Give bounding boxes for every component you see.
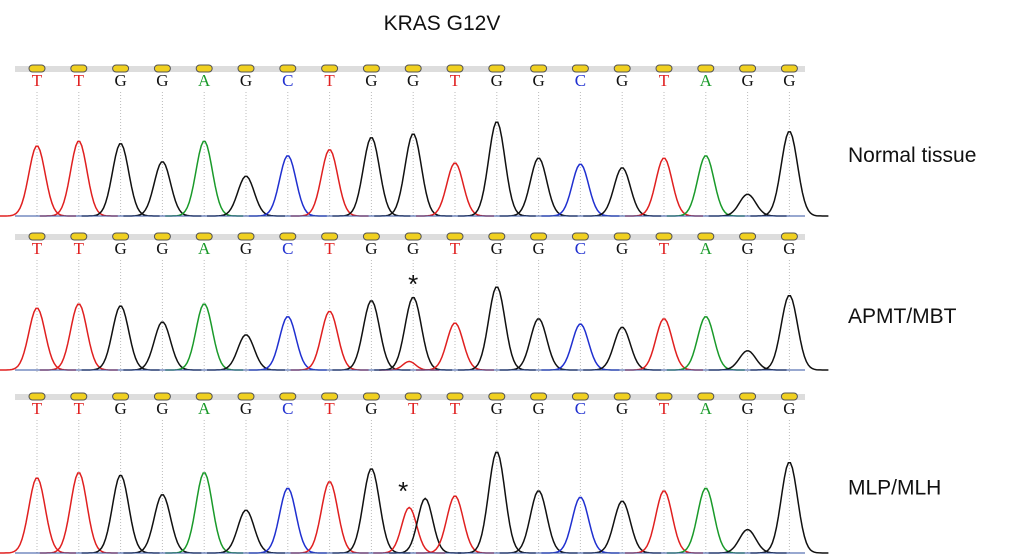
base-letter: T — [408, 399, 419, 418]
base-letter: G — [616, 399, 628, 418]
base-letter: G — [114, 399, 126, 418]
base-letter: G — [783, 71, 795, 90]
base-letter: T — [324, 71, 335, 90]
base-letter: C — [575, 71, 586, 90]
base-letter: A — [700, 71, 713, 90]
base-letter: G — [741, 399, 753, 418]
peak — [583, 501, 661, 553]
base-letter: T — [324, 399, 335, 418]
base-letter: G — [407, 71, 419, 90]
base-letter: T — [659, 239, 670, 258]
base-letter: T — [450, 239, 461, 258]
base-letter: T — [450, 399, 461, 418]
base-letter: T — [32, 71, 43, 90]
base-letter: G — [156, 399, 168, 418]
peak — [583, 328, 661, 371]
base-letter: G — [156, 239, 168, 258]
base-letter: G — [365, 239, 377, 258]
base-letter: C — [575, 399, 586, 418]
peak — [541, 164, 619, 216]
base-letter: T — [659, 399, 670, 418]
base-letter: T — [74, 399, 85, 418]
base-letter: C — [282, 71, 293, 90]
base-letter: C — [282, 239, 293, 258]
base-letter: C — [575, 239, 586, 258]
base-letter: A — [700, 399, 713, 418]
peak — [0, 308, 76, 370]
base-letter: A — [198, 399, 211, 418]
base-letter: G — [491, 71, 503, 90]
base-letter: G — [616, 239, 628, 258]
base-letter: T — [450, 71, 461, 90]
base-letter: G — [114, 71, 126, 90]
base-letter: A — [700, 239, 713, 258]
base-letter: C — [282, 399, 293, 418]
base-letter: G — [156, 71, 168, 90]
base-letter: G — [616, 71, 628, 90]
base-letter: G — [532, 71, 544, 90]
base-letter: G — [532, 239, 544, 258]
panel-label: Normal tissue — [848, 144, 976, 167]
base-letter: G — [365, 71, 377, 90]
asterisk: * — [408, 269, 418, 299]
base-letter: G — [491, 239, 503, 258]
base-letter: G — [365, 399, 377, 418]
base-letter: G — [114, 239, 126, 258]
base-letter: T — [659, 71, 670, 90]
base-letter: G — [783, 399, 795, 418]
base-letter: G — [783, 239, 795, 258]
base-letter: G — [741, 71, 753, 90]
base-letter: G — [532, 399, 544, 418]
panel-label: APMT/MBT — [848, 305, 957, 328]
base-letter: A — [198, 71, 211, 90]
peak — [416, 163, 494, 216]
base-letter: T — [32, 399, 43, 418]
asterisk: * — [398, 476, 408, 506]
base-letter: G — [491, 399, 503, 418]
base-letter: A — [198, 239, 211, 258]
base-letter: G — [240, 239, 252, 258]
peak — [0, 478, 76, 553]
peak — [0, 146, 76, 216]
peak — [207, 335, 285, 370]
panel-label: MLP/MLH — [848, 477, 941, 500]
base-letter: G — [240, 399, 252, 418]
base-letter: T — [32, 239, 43, 258]
base-letter: T — [74, 71, 85, 90]
base-letter: G — [240, 71, 252, 90]
base-letter: G — [741, 239, 753, 258]
peak — [123, 495, 201, 553]
figure: KRAS G12V T T G G A G C T G G T G G C G T A G G Normal tiss… — [0, 0, 1015, 559]
base-letter: T — [324, 239, 335, 258]
base-letter: G — [407, 239, 419, 258]
title: KRAS G12V — [384, 12, 501, 35]
base-letter: T — [74, 239, 85, 258]
